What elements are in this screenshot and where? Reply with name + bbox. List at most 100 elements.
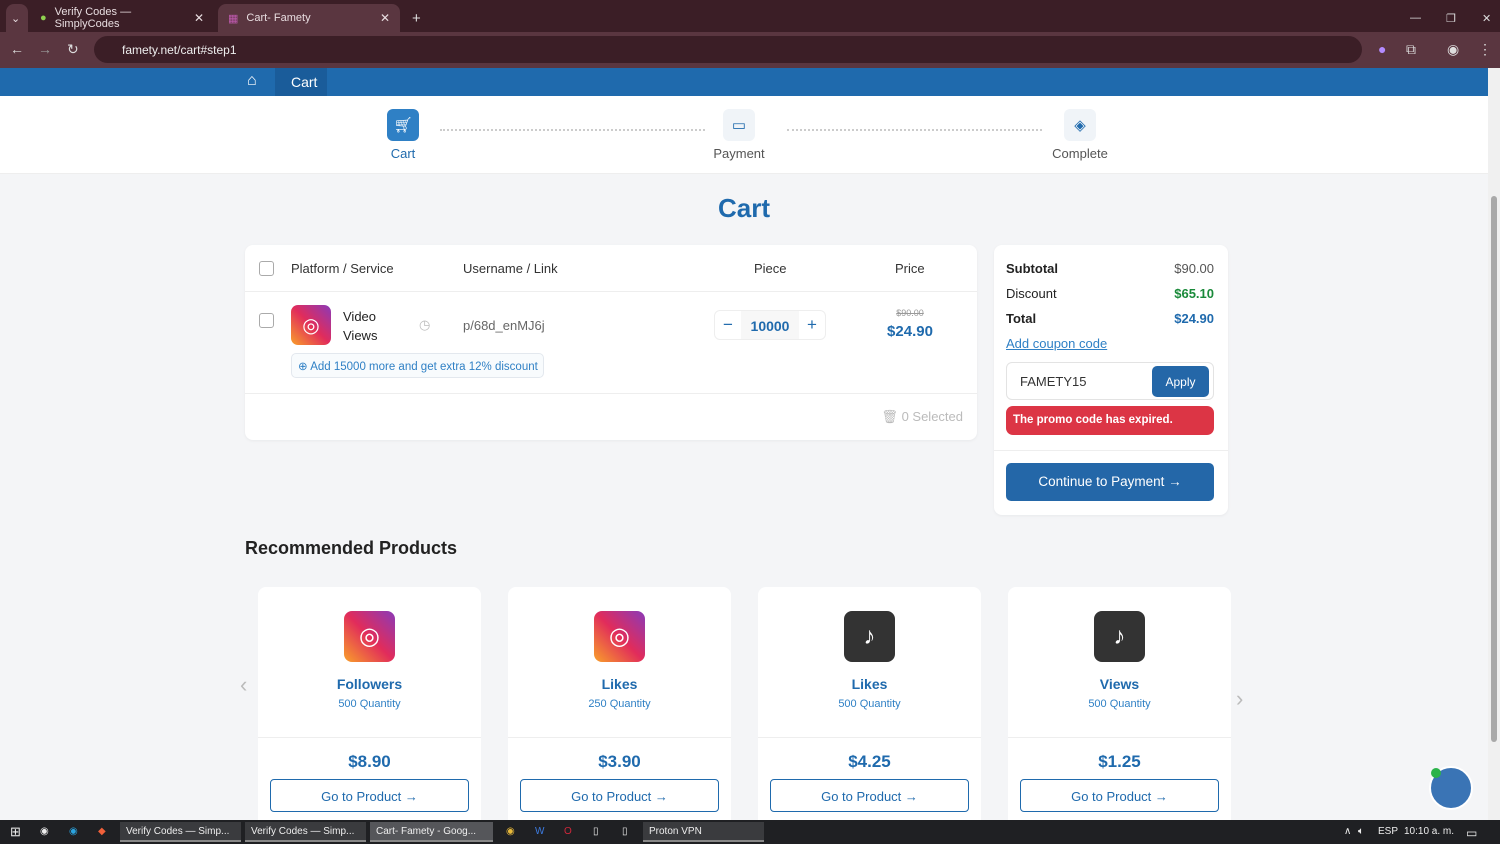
minimize-button[interactable]: — <box>1410 12 1421 24</box>
go-to-product-button[interactable]: Go to Product → <box>770 779 969 812</box>
extensions-puzzle-icon[interactable]: ⧉ <box>1406 41 1416 57</box>
total-label: Total <box>1006 311 1037 326</box>
step-payment: ▭ Payment <box>689 109 789 161</box>
card-icon: ▭ <box>723 109 755 141</box>
new-tab-button[interactable]: + <box>412 9 421 27</box>
page-title: Cart <box>717 193 770 223</box>
select-all-checkbox[interactable] <box>259 261 274 276</box>
quantity-value[interactable]: 10000 <box>741 311 799 339</box>
app-icon[interactable]: ▯ <box>622 826 628 837</box>
site-nav: ⌂ Cart <box>0 68 1488 96</box>
discount-label: Discount <box>1006 286 1057 301</box>
taskbar-window[interactable]: Verify Codes — Simp... <box>245 822 366 842</box>
upsell-button[interactable]: ⊕ Add 15000 more and get extra 12% disco… <box>291 353 544 378</box>
arrow-right-icon: → <box>1168 474 1182 489</box>
chrome-icon[interactable]: ◉ <box>506 826 515 837</box>
taskbar-window[interactable]: Proton VPN <box>643 822 764 842</box>
add-coupon-link[interactable]: Add coupon code <box>1006 336 1108 351</box>
close-window-button[interactable]: ✕ <box>1482 12 1492 25</box>
tab-search-button[interactable]: ⌄ <box>6 4 28 32</box>
recommended-title: Recommended Products <box>245 538 458 558</box>
product-card: ◎ Followers 500 Quantity $8.90 Go to Pro… <box>258 587 481 827</box>
cart-table: Platform / Service Username / Link Piece… <box>245 245 977 440</box>
close-tab-icon[interactable]: ✕ <box>193 11 204 25</box>
notifications-icon[interactable]: ▭ <box>1466 826 1478 840</box>
profile-icon[interactable]: ◉ <box>1447 41 1460 57</box>
maximize-button[interactable]: ❐ <box>1446 12 1456 25</box>
decrease-button[interactable]: − <box>723 315 733 334</box>
url-input[interactable]: famety.net/cart#step1 <box>94 36 1362 63</box>
tray-chevron-icon[interactable]: ∧ <box>1344 826 1352 837</box>
notepad-icon[interactable]: ▯ <box>593 826 599 837</box>
apply-button[interactable]: Apply <box>1152 366 1209 397</box>
menu-icon[interactable]: ⋮ <box>1478 41 1492 57</box>
online-indicator <box>1431 768 1441 778</box>
product-quantity: 250 Quantity <box>588 698 651 710</box>
cart-icon: 🛒︎ <box>387 109 419 141</box>
word-icon[interactable]: W <box>535 826 545 837</box>
taskbar-window[interactable]: Verify Codes — Simp... <box>120 822 241 842</box>
product-name: Likes <box>601 676 638 692</box>
home-icon[interactable]: ⌂ <box>247 72 257 89</box>
go-to-product-button[interactable]: Go to Product → <box>1020 779 1219 812</box>
telegram-icon[interactable]: ◉ <box>69 826 78 837</box>
scrollbar-thumb[interactable] <box>1491 196 1497 742</box>
brave-icon[interactable]: ◆ <box>98 826 106 837</box>
extension-icon[interactable]: ● <box>1378 41 1387 57</box>
breadcrumb-cart[interactable]: Cart <box>275 68 327 96</box>
start-icon[interactable]: ⊞ <box>10 824 21 839</box>
address-bar-row: ← → ↻ famety.net/cart#step1 ● ⧉ ◉ ⋮ <box>0 32 1500 68</box>
arrow-right-icon: → <box>904 789 918 804</box>
forward-icon[interactable]: → <box>38 41 52 57</box>
page-scrollbar[interactable] <box>1488 68 1500 820</box>
step-complete: ◈ Complete <box>1030 109 1130 161</box>
delete-selected-button[interactable]: 🗑︎ 0 Selected <box>881 409 963 424</box>
header-platform: Platform / Service <box>291 261 394 276</box>
clock[interactable]: 10:10 a. m. <box>1404 826 1455 837</box>
product-quantity: 500 Quantity <box>1088 698 1151 710</box>
opera-icon[interactable]: O <box>564 826 572 837</box>
item-checkbox[interactable] <box>259 313 274 328</box>
product-price: $1.25 <box>1008 737 1231 772</box>
promo-error-alert: The promo code has expired. <box>1006 406 1214 435</box>
trash-icon: 🗑︎ <box>881 409 898 424</box>
product-card: ♪ Views 500 Quantity $1.25 Go to Product… <box>1008 587 1231 827</box>
taskbar-window[interactable]: Cart- Famety - Goog... <box>370 822 493 842</box>
carousel-next-icon[interactable]: › <box>1236 686 1244 711</box>
simplycodes-icon: ● <box>40 12 47 24</box>
famety-icon: ▦ <box>228 12 239 25</box>
carousel-prev-icon[interactable]: ‹ <box>240 672 248 697</box>
whatsapp-icon[interactable]: ◉ <box>40 826 49 837</box>
clock-icon: ◷ <box>419 317 431 332</box>
arrow-right-icon: → <box>404 789 418 804</box>
product-card: ♪ Likes 500 Quantity $4.25 Go to Product… <box>758 587 981 827</box>
reload-icon[interactable]: ↻ <box>67 41 79 57</box>
tab-cart-famety[interactable]: ▦ Cart- Famety ✕ <box>218 4 400 32</box>
language-indicator[interactable]: ESP <box>1378 826 1399 837</box>
product-price: $4.25 <box>758 737 981 772</box>
subtotal-value: $90.00 <box>1174 261 1214 276</box>
tab-verify-codes[interactable]: ● Verify Codes — SimplyCodes ✕ <box>40 6 204 30</box>
coupon-input[interactable]: FAMETY15 <box>1020 374 1087 389</box>
arrow-right-icon: → <box>654 789 668 804</box>
windows-taskbar: ⊞ ◉ ◉ ◆ Verify Codes — Simp... Verify Co… <box>0 820 1500 844</box>
continue-to-payment-button[interactable]: Continue to Payment → <box>1006 463 1214 501</box>
chat-support-avatar[interactable] <box>1429 766 1473 810</box>
increase-button[interactable]: + <box>807 315 817 334</box>
instagram-icon: ◎ <box>291 305 331 345</box>
go-to-product-button[interactable]: Go to Product → <box>270 779 469 812</box>
product-price: $3.90 <box>508 737 731 772</box>
back-icon[interactable]: ← <box>10 41 24 57</box>
product-name: Followers <box>336 676 403 692</box>
username-link: p/68d_enMJ6j <box>463 318 545 333</box>
close-tab-icon[interactable]: ✕ <box>379 11 390 25</box>
instagram-icon: ◎ <box>594 611 645 662</box>
volume-icon[interactable]: 🔈︎ <box>1358 826 1364 837</box>
go-to-product-button[interactable]: Go to Product → <box>520 779 719 812</box>
header-piece: Piece <box>754 261 787 276</box>
plus-circle-icon: ⊕ <box>298 361 308 373</box>
instagram-icon: ◎ <box>344 611 395 662</box>
product-quantity: 500 Quantity <box>838 698 901 710</box>
total-value: $24.90 <box>1174 311 1214 326</box>
tiktok-icon: ♪ <box>844 611 895 662</box>
